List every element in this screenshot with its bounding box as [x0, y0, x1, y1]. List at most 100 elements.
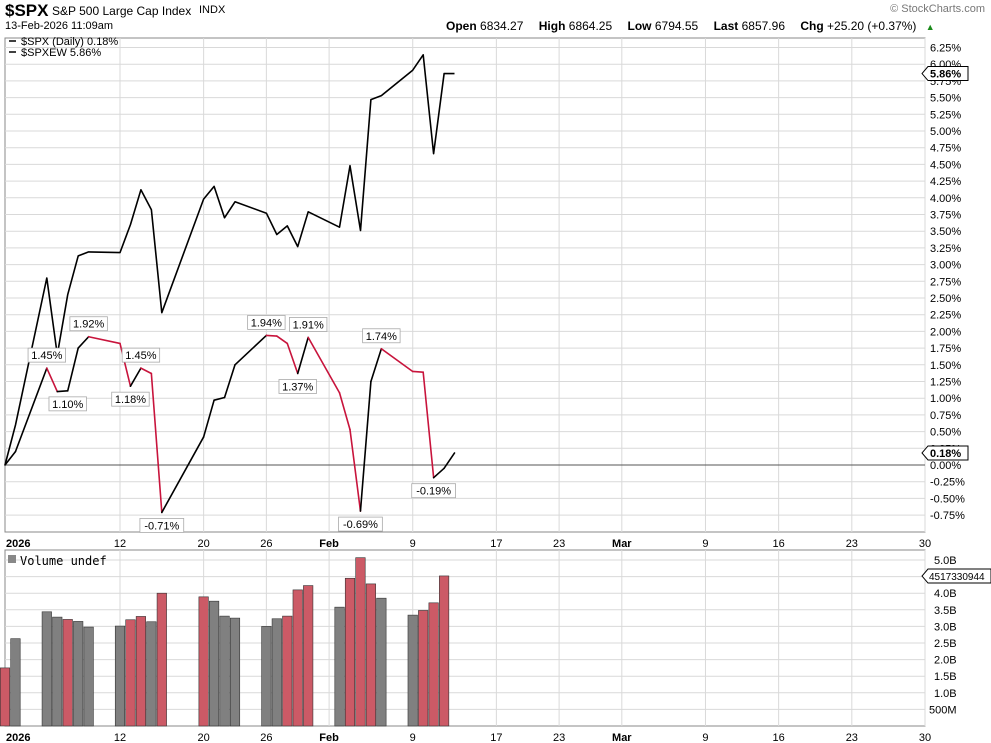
data-label-box	[111, 391, 150, 407]
x-tick-label: 12	[114, 538, 126, 550]
volume-bar[interactable]	[83, 626, 94, 727]
spx-line-segment[interactable]	[46, 367, 59, 393]
spx-line-segment[interactable]	[223, 363, 236, 399]
spx-line-segment[interactable]	[140, 367, 153, 375]
spx-line-segment[interactable]	[87, 335, 121, 345]
spx-line-segment[interactable]	[213, 396, 226, 402]
spx-line-segment[interactable]	[14, 367, 48, 453]
volume-bar[interactable]	[271, 618, 282, 727]
volume-bar[interactable]	[146, 621, 157, 727]
volume-bar[interactable]	[303, 585, 314, 727]
spx-line-segment[interactable]	[432, 467, 445, 479]
data-label: 1.91%	[293, 319, 324, 331]
volume-bar[interactable]	[418, 610, 429, 727]
y-tick-label: 5.50%	[930, 93, 961, 105]
spx-line-segment[interactable]	[56, 390, 69, 393]
y-tick-label: 2.5B	[934, 638, 957, 650]
volume-bar[interactable]	[355, 557, 366, 727]
x-tick-label: 16	[773, 538, 785, 550]
spx-line-segment[interactable]	[296, 336, 309, 375]
spx-line-segment[interactable]	[129, 367, 142, 387]
volume-bar[interactable]	[0, 667, 11, 727]
y-tick-label: 4.00%	[930, 193, 961, 205]
data-label: 1.18%	[115, 394, 146, 406]
x-tick-label: 23	[553, 538, 565, 550]
x-tick-label: 30	[919, 732, 931, 743]
spxew-line[interactable]	[4, 53, 455, 466]
volume-bar[interactable]	[156, 592, 167, 727]
volume-bar[interactable]	[376, 597, 387, 727]
y-tick-label: 5.25%	[930, 109, 961, 121]
data-label: 1.45%	[125, 350, 156, 362]
spx-line-segment[interactable]	[150, 372, 163, 514]
y-tick-label: 3.5B	[934, 605, 957, 617]
legend-entry: $SPXEW 5.86%	[21, 47, 101, 59]
volume-bar[interactable]	[209, 600, 220, 727]
volume-bar[interactable]	[365, 583, 376, 727]
volume-bar[interactable]	[62, 619, 73, 727]
chart-legend: $SPX (Daily) 0.18%$SPXEW 5.86%	[9, 36, 118, 59]
spx-line-segment[interactable]	[4, 450, 17, 466]
data-label: -0.71%	[144, 520, 179, 532]
volume-bar[interactable]	[292, 589, 303, 727]
volume-bar[interactable]	[344, 577, 356, 727]
spx-line-segment[interactable]	[443, 452, 456, 470]
volume-bar[interactable]	[219, 615, 230, 727]
spx-line-segment[interactable]	[286, 342, 299, 375]
y-tick-label: 3.50%	[930, 226, 961, 238]
y-tick-label: 1.25%	[930, 377, 961, 389]
data-label: 1.10%	[52, 399, 83, 411]
volume-bar[interactable]	[334, 606, 345, 727]
chart-header: $SPX S&P 500 Large Cap Index INDX 13-Feb…	[0, 0, 991, 36]
spx-line-segment[interactable]	[234, 334, 268, 366]
volume-bar[interactable]	[135, 616, 146, 727]
volume-bar[interactable]	[114, 625, 126, 727]
spx-line-segment[interactable]	[411, 370, 424, 373]
spx-line-segment[interactable]	[119, 342, 132, 387]
spx-line-segment[interactable]	[202, 399, 215, 438]
volume-bar[interactable]	[198, 596, 209, 727]
volume-bar[interactable]	[52, 616, 63, 727]
spx-line-segment[interactable]	[265, 334, 278, 337]
spx-line-segment[interactable]	[359, 380, 372, 512]
spx-line-segment[interactable]	[77, 335, 90, 349]
triangle-up-icon: ▲	[925, 22, 935, 32]
spx-line-segment[interactable]	[349, 428, 362, 512]
volume-bar[interactable]	[439, 575, 450, 727]
data-label: 1.92%	[73, 319, 104, 331]
x-tick-label: 12	[114, 732, 126, 743]
y-tick-label: 3.75%	[930, 210, 961, 222]
spx-line-segment[interactable]	[422, 371, 435, 479]
volume-bar[interactable]	[41, 611, 52, 727]
spx-line-segment[interactable]	[276, 335, 289, 345]
volume-bar[interactable]	[125, 619, 136, 727]
data-label: 1.94%	[251, 317, 282, 329]
y-tick-label: -0.75%	[930, 510, 965, 522]
low-value: 6794.55	[654, 19, 699, 33]
volume-bar[interactable]	[73, 621, 84, 727]
volume-bar[interactable]	[407, 614, 418, 727]
x-tick-label: 26	[260, 732, 272, 743]
brand-logo[interactable]: © StockCharts.com	[890, 3, 985, 15]
high-label: High	[538, 19, 566, 33]
spx-last-tag-box	[921, 445, 969, 461]
y-tick-label: 2.0B	[934, 655, 957, 667]
volume-bar[interactable]	[282, 615, 293, 727]
y-tick-label: 2.00%	[930, 326, 961, 338]
spxew-last-tag: 5.86%	[930, 69, 961, 81]
data-label-box	[27, 347, 66, 363]
spx-line-segment[interactable]	[380, 347, 414, 373]
y-tick-label: 3.25%	[930, 243, 961, 255]
spx-line-segment[interactable]	[307, 336, 341, 394]
spx-line-segment[interactable]	[66, 347, 79, 392]
volume-bar[interactable]	[229, 617, 241, 727]
spx-line-segment[interactable]	[370, 347, 383, 383]
security-name: S&P 500 Large Cap Index	[52, 4, 192, 18]
spxew-last-tag-box	[921, 66, 969, 82]
spx-line-segment[interactable]	[338, 392, 351, 431]
volume-bar[interactable]	[428, 602, 439, 727]
volume-bar[interactable]	[10, 638, 21, 727]
spx-line-segment[interactable]	[161, 436, 205, 514]
volume-bar[interactable]	[261, 626, 272, 727]
